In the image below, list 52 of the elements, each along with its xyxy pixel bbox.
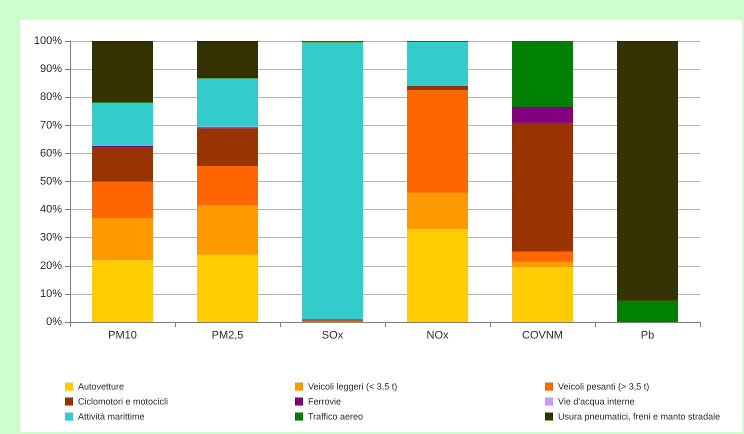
bar (407, 229, 468, 322)
bar (197, 128, 258, 166)
x-tick-label: NOx (426, 330, 449, 342)
y-tick-label: 50% (40, 176, 62, 188)
bar (512, 267, 573, 322)
legend-label: Veicoli leggeri (< 3,5 t) (308, 382, 398, 392)
y-tick-label: 10% (40, 288, 62, 300)
bar (407, 86, 468, 90)
bar (197, 41, 258, 78)
y-tick-label: 60% (40, 147, 62, 160)
bar (512, 252, 573, 262)
legend-label: Traffico aereo (308, 412, 364, 422)
y-tick-label: 80% (40, 91, 62, 104)
bar (512, 107, 573, 122)
bar (617, 300, 678, 322)
y-tick-label: 20% (40, 260, 62, 272)
bar (512, 262, 573, 268)
x-tick-label: SOx (322, 330, 344, 342)
bar (197, 166, 258, 206)
bar (407, 90, 468, 193)
legend-label: Ferrovie (308, 396, 342, 406)
bar (92, 182, 153, 218)
bar (92, 148, 153, 182)
bar (302, 42, 363, 320)
y-tick-label: 30% (40, 232, 62, 244)
x-tick-label: Pb (640, 330, 654, 342)
bar (407, 42, 468, 86)
bar (512, 122, 573, 252)
y-tick-label: 70% (40, 119, 62, 132)
x-tick-label: PM10 (108, 330, 137, 342)
bar (617, 41, 678, 301)
bar (197, 78, 258, 126)
legend-label: Usura pneumatici, freni e manto stradale (558, 412, 720, 422)
x-tick-label: PM2,5 (212, 330, 244, 342)
x-tick-label: COVNM (522, 330, 563, 342)
bar (512, 41, 573, 108)
legend-label: Ciclomotori e motocicli (78, 396, 168, 406)
y-tick-label: 0% (46, 316, 62, 328)
y-tick-label: 40% (40, 204, 62, 216)
legend-label: Vie d'acqua interne (558, 396, 635, 406)
legend-label: Autovetture (78, 382, 124, 392)
bar (92, 41, 153, 102)
y-tick-label: 90% (40, 63, 62, 76)
bar (92, 102, 153, 146)
bar (92, 260, 153, 322)
bar (92, 218, 153, 260)
legend-label: Veicoli pesanti (> 3,5 t) (558, 382, 650, 392)
y-tick-label: 100% (34, 35, 62, 47)
bar (197, 205, 258, 255)
bar (197, 254, 258, 322)
legend-label: Attività marittime (78, 412, 145, 422)
bar (407, 192, 468, 230)
